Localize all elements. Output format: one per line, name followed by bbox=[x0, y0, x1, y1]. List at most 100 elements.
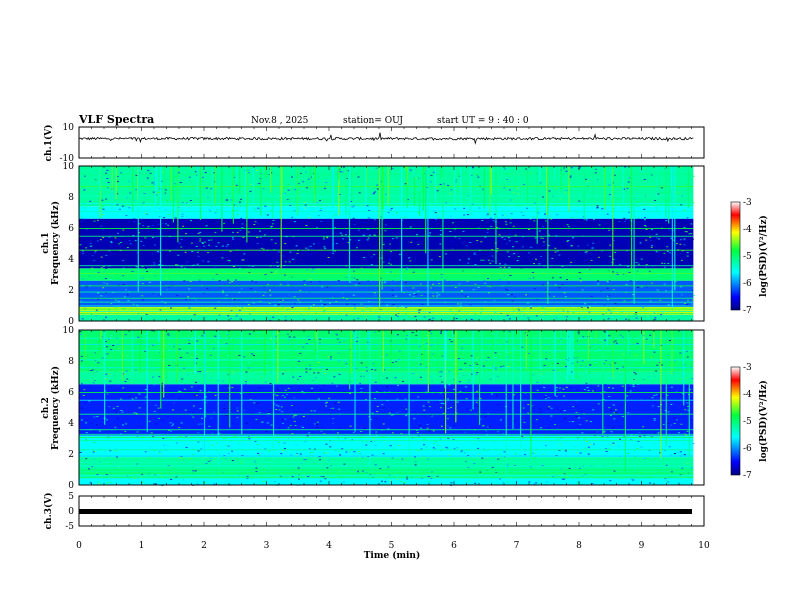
spec2-noise bbox=[365, 370, 368, 372]
spec1-noise bbox=[524, 294, 527, 296]
spec2-noise bbox=[358, 442, 361, 444]
spec1-noise bbox=[663, 192, 666, 194]
spec1-noise bbox=[661, 192, 664, 194]
spec1-noise bbox=[334, 214, 337, 216]
spec1-noise bbox=[585, 251, 588, 253]
spec2-noise bbox=[256, 360, 259, 362]
spec1-noise bbox=[559, 277, 562, 279]
spec2-noise bbox=[670, 424, 673, 426]
spec2-noise bbox=[120, 410, 123, 412]
spec2-noise bbox=[167, 445, 170, 447]
spec1-noise bbox=[105, 172, 108, 174]
spec2-noise bbox=[138, 341, 141, 343]
spec2-noise bbox=[648, 415, 651, 417]
spec2-noise bbox=[690, 397, 693, 399]
spec2-noise bbox=[263, 346, 266, 348]
spec2-noise bbox=[385, 340, 388, 342]
spec2-streak bbox=[566, 330, 569, 383]
spec1-noise bbox=[521, 169, 524, 171]
spec2-noise bbox=[686, 386, 689, 388]
spec1-noise bbox=[613, 240, 616, 242]
spec2-noise bbox=[453, 448, 456, 450]
spec1-noise bbox=[419, 283, 422, 285]
spec1-noise bbox=[449, 309, 452, 311]
spec1-noise bbox=[518, 209, 521, 211]
spec2-noise bbox=[439, 331, 442, 333]
spec1-noise bbox=[136, 304, 139, 306]
spec1-noise bbox=[141, 295, 144, 297]
spec2-noise bbox=[196, 340, 199, 342]
spec2-noise bbox=[110, 349, 113, 351]
spec2-noise bbox=[657, 406, 660, 408]
spec1-noise bbox=[360, 267, 363, 269]
spec2-noise bbox=[270, 338, 273, 340]
spec1-noise bbox=[447, 181, 450, 183]
spec1-noise bbox=[312, 209, 315, 211]
spec1-noise bbox=[276, 261, 279, 263]
spec2-noise bbox=[657, 362, 660, 364]
spec1-noise bbox=[532, 204, 535, 206]
spec1-noise bbox=[105, 267, 108, 269]
spec1-streak bbox=[469, 166, 471, 217]
spec1-noise bbox=[357, 317, 360, 319]
spec2-noise bbox=[611, 387, 614, 389]
spec1-noise bbox=[137, 231, 140, 233]
spec2-noise bbox=[668, 339, 671, 341]
ch1-colorbar-scale bbox=[730, 201, 741, 311]
spec2-noise bbox=[290, 454, 293, 456]
spec1-noise bbox=[207, 261, 210, 263]
spec2-noise bbox=[370, 368, 373, 370]
spec2-noise bbox=[665, 479, 668, 481]
spec2-noise bbox=[603, 430, 606, 432]
spec2-noise bbox=[191, 338, 194, 340]
spec2-noise bbox=[127, 360, 130, 362]
spec2-noise bbox=[658, 362, 661, 364]
spec2-noise bbox=[597, 385, 600, 387]
spec1-noise bbox=[258, 230, 261, 232]
spec1-noise bbox=[347, 242, 350, 244]
spec2-noise bbox=[249, 428, 252, 430]
spec1-noise bbox=[390, 208, 393, 210]
spec1-noise bbox=[158, 264, 161, 266]
spec1-noise bbox=[166, 199, 169, 201]
spec1-noise bbox=[534, 258, 537, 260]
spec1-noise bbox=[528, 278, 531, 280]
spec1-noise bbox=[421, 303, 424, 305]
spec2-noise bbox=[565, 365, 568, 367]
spec1-noise bbox=[690, 223, 693, 225]
spec1-noise bbox=[162, 171, 165, 173]
spec2-noise bbox=[513, 394, 516, 396]
spec2-noise bbox=[414, 456, 417, 458]
spec2-noise bbox=[535, 425, 538, 427]
spec1-noise bbox=[369, 274, 372, 276]
spec1-noise bbox=[367, 237, 370, 239]
spec2-noise bbox=[286, 333, 289, 335]
spec2-noise bbox=[240, 461, 243, 463]
spec2-noise bbox=[375, 431, 378, 433]
spec2-noise bbox=[604, 339, 607, 341]
spec2-noise bbox=[476, 395, 479, 397]
spec1-noise bbox=[547, 244, 550, 246]
spec2-noise bbox=[210, 377, 213, 379]
spec1-streak bbox=[434, 166, 436, 208]
spec2-noise bbox=[614, 412, 617, 414]
spec1-noise bbox=[455, 318, 458, 320]
spec1-noise bbox=[303, 280, 306, 282]
spec1-noise bbox=[152, 292, 155, 294]
spec2-noise bbox=[287, 427, 290, 429]
spec2-noise bbox=[522, 407, 525, 409]
spec2-noise bbox=[211, 444, 214, 446]
spec1-noise bbox=[565, 189, 568, 191]
spec1-noise bbox=[97, 292, 100, 294]
spec2-noise bbox=[283, 331, 286, 333]
spec2-noise bbox=[328, 397, 331, 399]
spec1-noise bbox=[489, 217, 492, 219]
spec2-noise bbox=[213, 411, 216, 413]
spec2-noise bbox=[425, 343, 428, 345]
spec1-noise bbox=[144, 268, 147, 270]
spec1-noise bbox=[639, 242, 642, 244]
spec2-noise bbox=[536, 389, 539, 391]
spec2-noise bbox=[281, 419, 284, 421]
spec2-noise bbox=[662, 423, 665, 425]
spec2-noise bbox=[405, 415, 408, 417]
